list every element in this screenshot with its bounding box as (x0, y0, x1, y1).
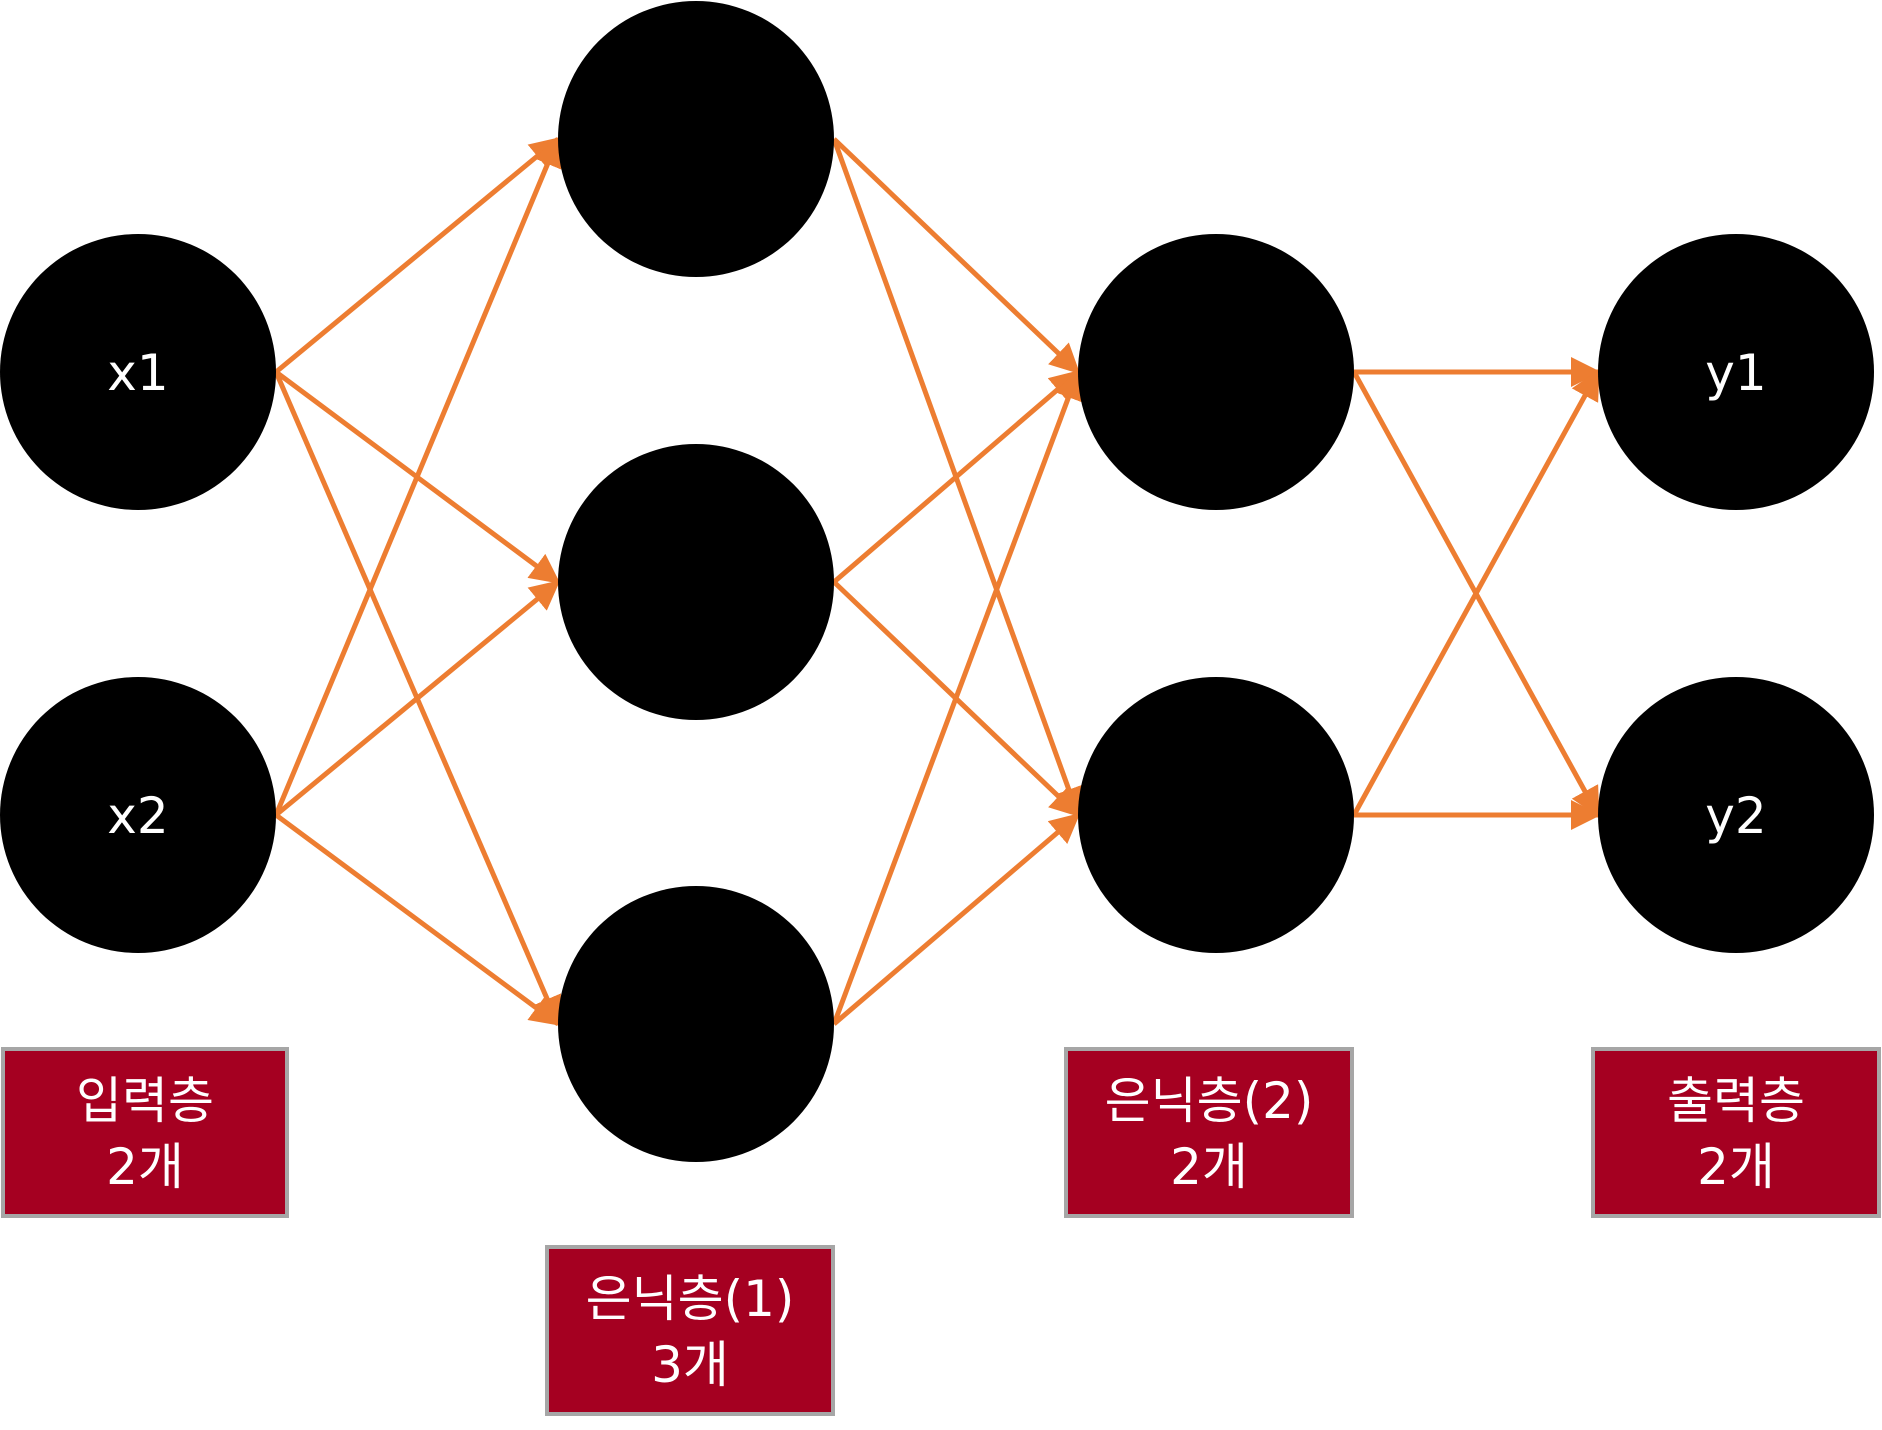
connection-arrows (273, 136, 1601, 1027)
arrow-x2-to-h1c (274, 812, 561, 1027)
hidden2-layer-count: 2개 (1170, 1138, 1248, 1196)
input-layer-label: 입력층 2개 (1, 1047, 289, 1218)
hidden2-layer-box (1064, 1047, 1354, 1218)
hidden2-layer-name: 은닉층(2) (1105, 1072, 1314, 1130)
arrow-h1c-to-h2b (832, 813, 1081, 1026)
node-h1c (558, 886, 834, 1162)
arrow-h2b-to-y1 (1351, 369, 1601, 817)
input-neuron-x2 (0, 677, 276, 953)
output-neuron-y1 (1598, 234, 1874, 510)
node-label-y2: y2 (1705, 787, 1766, 845)
node-y1: y1 (1598, 234, 1874, 510)
output-layer-name: 출력층 (1667, 1072, 1805, 1130)
input-layer-name: 입력층 (76, 1072, 214, 1130)
output-layer-count: 2개 (1697, 1138, 1775, 1196)
hidden2-neuron-1 (1078, 234, 1354, 510)
hidden2-layer-label: 은닉층(2) 2개 (1064, 1047, 1354, 1218)
hidden1-neuron-2 (558, 444, 834, 720)
output-layer-label: 출력층 2개 (1591, 1047, 1881, 1218)
input-layer-box (1, 1047, 289, 1218)
hidden1-neuron-3 (558, 886, 834, 1162)
node-x2: x2 (0, 677, 276, 953)
hidden1-layer-count: 3개 (651, 1336, 729, 1394)
arrow-x1-to-h1a (274, 137, 561, 374)
node-h2a (1078, 234, 1354, 510)
output-layer-box (1591, 1047, 1881, 1218)
output-neuron-y2 (1598, 677, 1874, 953)
node-label-x2: x2 (107, 787, 168, 845)
layer-labels: 입력층 2개 은닉층(1) 3개 은닉층(2) 2개 출력층 2개 (1, 1047, 1881, 1416)
node-h2b (1078, 677, 1354, 953)
hidden1-neuron-1 (558, 1, 834, 277)
arrow-x2-to-h1b (274, 580, 561, 817)
node-h1a (558, 1, 834, 277)
neuron-nodes: x1 x2 y1 (0, 1, 1874, 1162)
node-x1: x1 (0, 234, 276, 510)
node-h1b (558, 444, 834, 720)
node-label-y1: y1 (1705, 344, 1766, 402)
hidden1-layer-box (545, 1245, 835, 1416)
arrow-h1b-to-h2a (832, 370, 1081, 584)
hidden1-layer-label: 은닉층(1) 3개 (545, 1245, 835, 1416)
node-y2: y2 (1598, 677, 1874, 953)
hidden1-layer-name: 은닉층(1) (586, 1270, 795, 1328)
input-layer-count: 2개 (106, 1138, 184, 1196)
node-label-x1: x1 (107, 344, 168, 402)
input-neuron-x1 (0, 234, 276, 510)
arrow-x2-to-h1a (273, 136, 562, 816)
arrow-h1a-to-h2a (832, 137, 1081, 375)
hidden2-neuron-2 (1078, 677, 1354, 953)
arrow-h1c-to-h2a (831, 369, 1083, 1025)
